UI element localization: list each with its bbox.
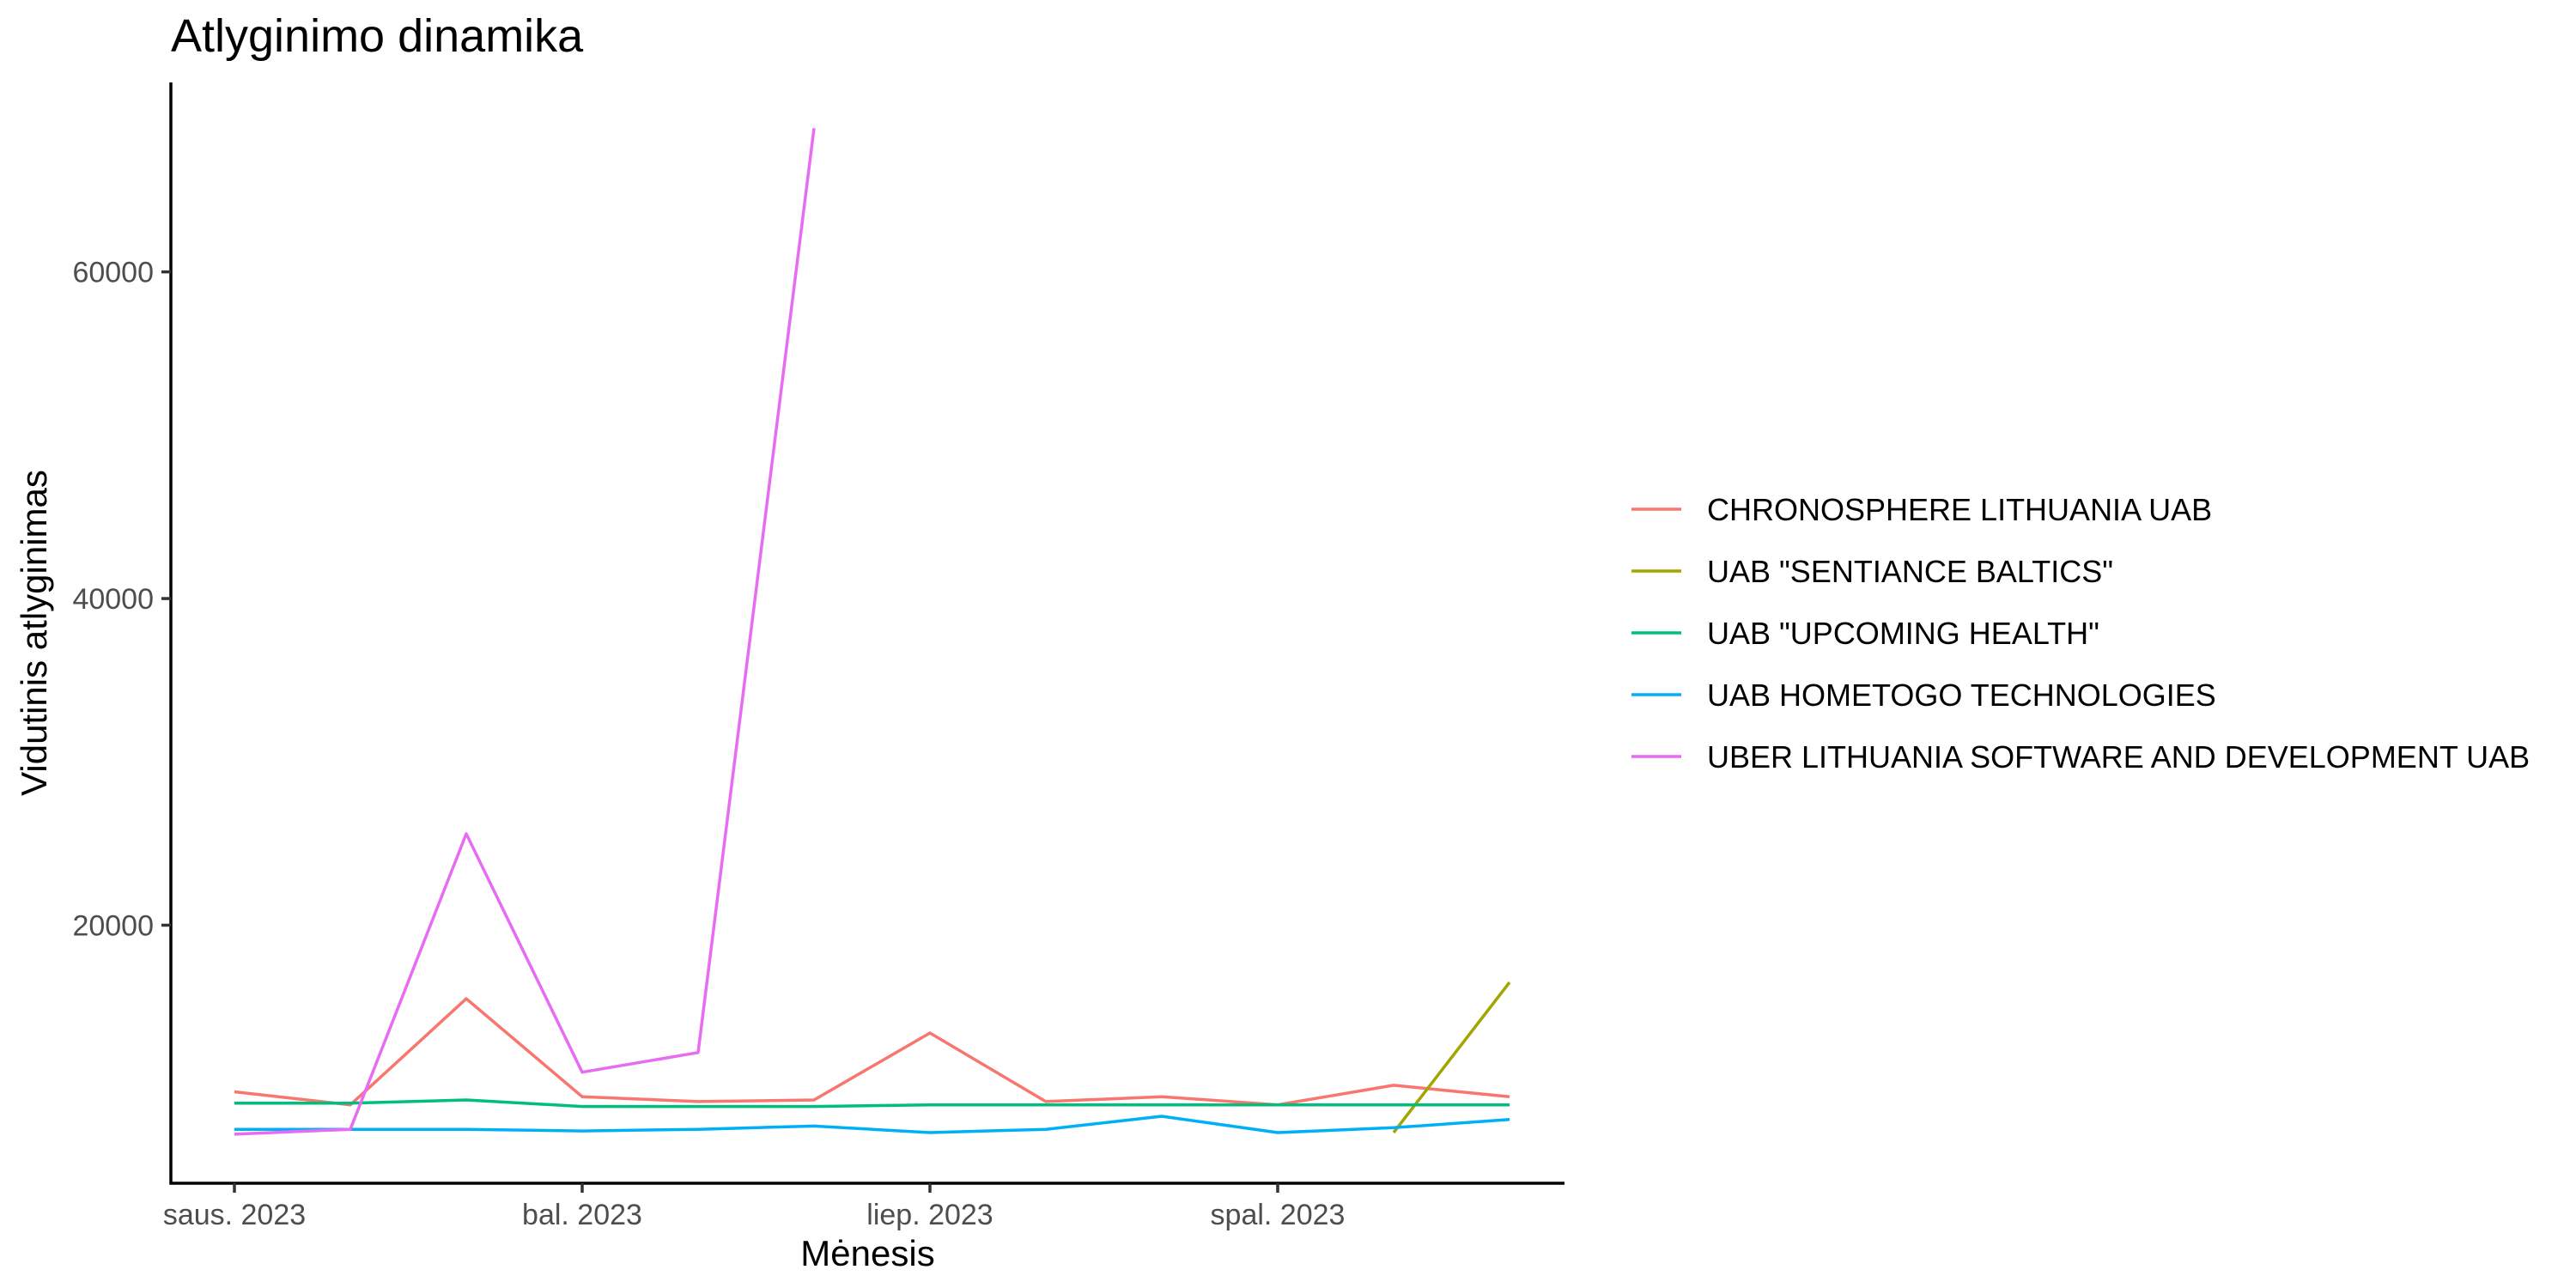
legend-label: UAB "UPCOMING HEALTH" xyxy=(1707,616,2099,651)
y-tick-label: 60000 xyxy=(72,257,154,289)
y-tick-label: 20000 xyxy=(72,909,154,942)
y-tick-label: 40000 xyxy=(72,583,154,616)
legend-label: CHRONOSPHERE LITHUANIA UAB xyxy=(1707,492,2212,527)
x-tick-label: spal. 2023 xyxy=(1211,1199,1346,1231)
series-line-4 xyxy=(234,1115,1510,1134)
legend-label: UAB "SENTIANCE BALTICS" xyxy=(1707,554,2113,589)
series-line-3 xyxy=(234,1098,1510,1109)
axes: 20000 40000 60000 saus. 2023 bal. 2023 liep. … xyxy=(72,82,1564,1231)
series-line-1 xyxy=(234,997,1510,1107)
series-line-2 xyxy=(1392,981,1511,1134)
x-axis-title: Mėnesis xyxy=(800,1233,934,1273)
legend-label: UBER LITHUANIA SOFTWARE AND DEVELOPMENT … xyxy=(1707,739,2530,775)
plot-area xyxy=(234,128,1511,1136)
legend-label: UAB HOMETOGO TECHNOLOGIES xyxy=(1707,677,2216,713)
y-axis-title: Vidutinis atlyginimas xyxy=(14,470,54,796)
x-tick-label: bal. 2023 xyxy=(522,1199,642,1231)
legend: CHRONOSPHERE LITHUANIA UAB UAB "SENTIANCE… xyxy=(1631,492,2530,775)
x-tick-label: liep. 2023 xyxy=(866,1199,993,1231)
series-line-5 xyxy=(234,128,816,1136)
chart-title: Atlyginimo dinamika xyxy=(171,10,584,62)
x-tick-label: saus. 2023 xyxy=(163,1199,306,1231)
